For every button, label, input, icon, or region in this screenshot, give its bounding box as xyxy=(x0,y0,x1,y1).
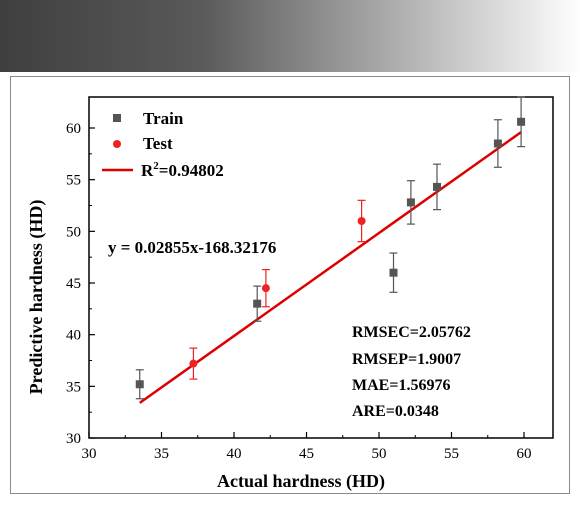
y-tick-label: 60 xyxy=(66,121,81,137)
train-point xyxy=(493,139,502,148)
x-tick-label: 40 xyxy=(227,446,242,462)
legend-test-label: Test xyxy=(143,134,173,153)
metric-are: ARE=0.0348 xyxy=(352,403,439,420)
scatter-chart: 30 35 40 45 50 55 60 30 35 40 45 50 55 60 Train Test … xyxy=(26,96,554,492)
test-point xyxy=(261,284,270,293)
test-point xyxy=(357,217,366,225)
train-point xyxy=(406,198,415,207)
metric-rmsec: RMSEC=2.05762 xyxy=(352,324,471,341)
x-tick-label: 55 xyxy=(444,446,459,462)
legend-train-label: Train xyxy=(143,109,184,128)
metric-rmsep: RMSEP=1.9007 xyxy=(352,351,461,368)
train-point xyxy=(135,380,144,389)
train-point xyxy=(389,268,398,277)
fit-line xyxy=(139,131,522,404)
train-point xyxy=(433,182,441,191)
y-tick-label: 30 xyxy=(66,431,81,447)
figure-frame: 30 35 40 45 50 55 60 30 35 40 45 50 55 60 Train Test … xyxy=(10,76,570,494)
x-tick-label: 30 xyxy=(82,446,97,462)
plot-area: 30 35 40 45 50 55 60 30 35 40 45 50 55 60 xyxy=(66,96,554,462)
metric-mae: MAE=1.56976 xyxy=(352,377,450,394)
x-tick-label: 45 xyxy=(299,446,314,462)
legend-fit-label: R2=0.94802 xyxy=(141,160,224,180)
y-axis-title: Predictive hardness (HD) xyxy=(26,200,47,395)
y-tick-label: 45 xyxy=(66,276,81,292)
metrics-block: RMSEC=2.05762 RMSEP=1.9007 MAE=1.56976 A… xyxy=(352,324,471,420)
legend-train-marker xyxy=(113,114,121,122)
y-tick-label: 55 xyxy=(66,173,81,189)
y-tick-label: 50 xyxy=(66,224,81,240)
x-tick-label: 50 xyxy=(372,446,387,462)
x-tick-label: 35 xyxy=(154,446,169,462)
x-axis-title: Actual hardness (HD) xyxy=(217,471,385,492)
legend: Train Test R2=0.94802 xyxy=(102,109,224,180)
regression-equation: y = 0.02855x-168.32176 xyxy=(108,238,276,257)
train-point xyxy=(517,117,526,126)
chart-marks xyxy=(135,96,526,404)
plot-border xyxy=(88,96,554,439)
y-tick-label: 40 xyxy=(66,328,81,344)
x-tick-label: 60 xyxy=(517,446,532,462)
train-point xyxy=(253,299,262,308)
legend-test-marker xyxy=(113,140,121,148)
test-point xyxy=(189,359,198,368)
header-gradient-band xyxy=(0,0,582,72)
y-tick-label: 35 xyxy=(66,379,81,395)
